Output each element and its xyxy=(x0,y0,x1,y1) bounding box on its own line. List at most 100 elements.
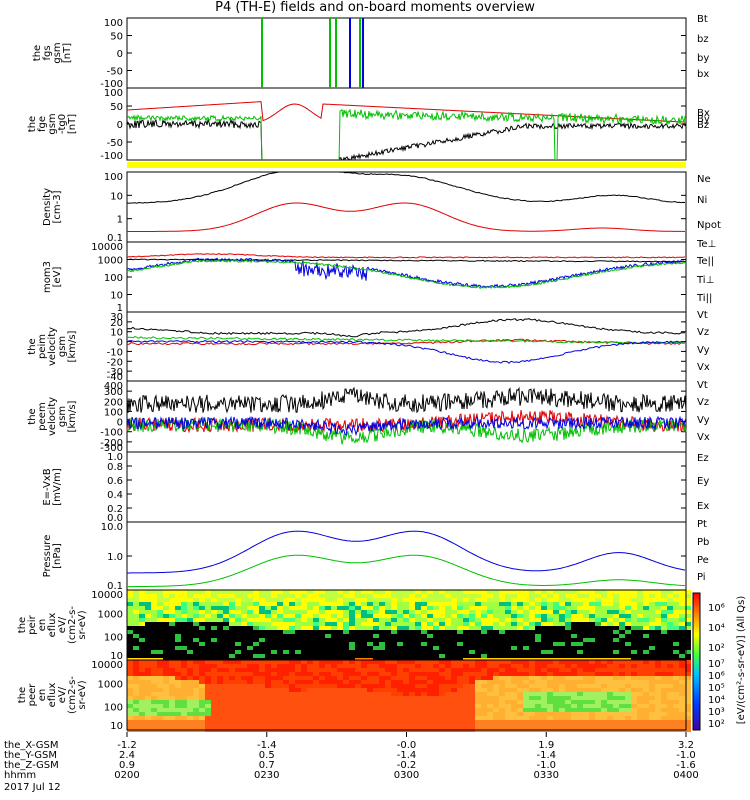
spectrogram-cell xyxy=(397,704,403,708)
spectrogram-cell xyxy=(271,712,277,716)
spectrogram-cell xyxy=(565,594,571,598)
spectrogram-cell xyxy=(433,660,439,664)
y-axis-label-line: eflux xyxy=(47,683,58,708)
spectrogram-cell xyxy=(547,622,553,626)
spectrogram-cell xyxy=(145,668,151,672)
spectrogram-cell xyxy=(649,704,655,708)
spectrogram-cell xyxy=(133,672,139,676)
spectrogram-cell xyxy=(661,708,667,712)
spectrogram-cell xyxy=(235,720,241,724)
y-tick-label: 10.0 xyxy=(101,522,123,533)
spectrogram-cell xyxy=(595,630,601,634)
spectrogram-cell xyxy=(343,692,349,696)
spectrogram-cell xyxy=(187,646,193,650)
spectrogram-cell xyxy=(487,622,493,626)
y-tick-label: 100 xyxy=(104,18,123,29)
spectrogram-cell xyxy=(145,688,151,692)
spectrogram-cell xyxy=(667,602,673,606)
spectrogram-cell xyxy=(457,712,463,716)
spectrogram-cell xyxy=(157,650,163,654)
spectrogram-cell xyxy=(163,630,169,634)
spectrogram-cell xyxy=(313,692,319,696)
spectrogram-cell xyxy=(301,684,307,688)
spectrogram-cell xyxy=(145,700,151,704)
spectrogram-cell xyxy=(529,610,535,614)
spectrogram-cell xyxy=(277,684,283,688)
spectrogram-cell xyxy=(415,614,421,618)
spectrogram-cell xyxy=(499,700,505,704)
spectrogram-cell xyxy=(625,634,631,638)
spectrogram-cell xyxy=(289,704,295,708)
spectrogram-cell xyxy=(217,700,223,704)
spectrogram-cell xyxy=(151,594,157,598)
spectrogram-cell xyxy=(421,642,427,646)
spectrogram-cell xyxy=(637,602,643,606)
spectrogram-cell xyxy=(349,684,355,688)
spectrogram-cell xyxy=(151,668,157,672)
spectrogram-cell xyxy=(685,720,691,724)
spectrogram-cell xyxy=(469,724,475,728)
spectrogram-cell xyxy=(415,692,421,696)
spectrogram-cell xyxy=(421,594,427,598)
spectrogram-cell xyxy=(463,638,469,642)
spectrogram-cell xyxy=(307,618,313,622)
spectrogram-cell xyxy=(295,720,301,724)
spectrogram-cell xyxy=(499,672,505,676)
spectrogram-cell xyxy=(385,704,391,708)
spectrogram-cell xyxy=(187,618,193,622)
spectrogram-cell xyxy=(433,684,439,688)
spectrogram-cell xyxy=(235,700,241,704)
spectrogram-cell xyxy=(367,708,373,712)
spectrogram-cell xyxy=(523,716,529,720)
spectrogram-cell xyxy=(175,610,181,614)
spectrogram-cell xyxy=(457,680,463,684)
spectrogram-cell xyxy=(361,664,367,668)
spectrogram-cell xyxy=(475,716,481,720)
spectrogram-cell xyxy=(139,716,145,720)
spectrogram-cell xyxy=(271,602,277,606)
spectrogram-cell xyxy=(211,634,217,638)
spectrogram-cell xyxy=(247,684,253,688)
y-axis-label-line: gsm xyxy=(52,42,63,63)
spectrogram-cell xyxy=(493,598,499,602)
spectrogram-cell xyxy=(451,630,457,634)
spectrogram-cell xyxy=(667,724,673,728)
spectrogram-cell xyxy=(577,598,583,602)
spectrogram-cell xyxy=(469,614,475,618)
spectrogram-cell xyxy=(163,634,169,638)
spectrogram-cell xyxy=(199,610,205,614)
spectrogram-cell xyxy=(259,594,265,598)
spectrogram-cell xyxy=(553,708,559,712)
spectrogram-cell xyxy=(163,668,169,672)
spectrogram-cell xyxy=(433,634,439,638)
spectrogram-cell xyxy=(379,668,385,672)
spectrogram-cell xyxy=(253,626,259,630)
spectrogram-cell xyxy=(547,650,553,654)
spectrogram-cell xyxy=(139,676,145,680)
spectrogram-cell xyxy=(595,590,601,594)
spectrogram-cell xyxy=(247,716,253,720)
spectrogram-cell xyxy=(325,614,331,618)
spectrogram-cell xyxy=(529,668,535,672)
spectrogram-cell xyxy=(673,684,679,688)
legend-entry: Vt xyxy=(697,380,708,391)
spectrogram-cell xyxy=(229,668,235,672)
spectrogram-cell xyxy=(469,716,475,720)
spectrogram-cell xyxy=(679,708,685,712)
spectrogram-cell xyxy=(619,712,625,716)
spectrogram-cell xyxy=(583,716,589,720)
spectrogram-cell xyxy=(319,700,325,704)
spectrogram-cell xyxy=(211,646,217,650)
x-axis-row-label: 2017 Jul 12 xyxy=(4,782,61,793)
spectrogram-cell xyxy=(367,642,373,646)
spectrogram-cell xyxy=(655,688,661,692)
spectrogram-cell xyxy=(235,622,241,626)
spectrogram-cell xyxy=(523,590,529,594)
spectrogram-cell xyxy=(529,700,535,704)
spectrogram-cell xyxy=(253,676,259,680)
spectrogram-cell xyxy=(559,654,565,658)
y-axis-label-line: en xyxy=(37,689,48,702)
spectrogram-cell xyxy=(193,606,199,610)
spectrogram-cell xyxy=(415,602,421,606)
spectrogram-cell xyxy=(451,672,457,676)
